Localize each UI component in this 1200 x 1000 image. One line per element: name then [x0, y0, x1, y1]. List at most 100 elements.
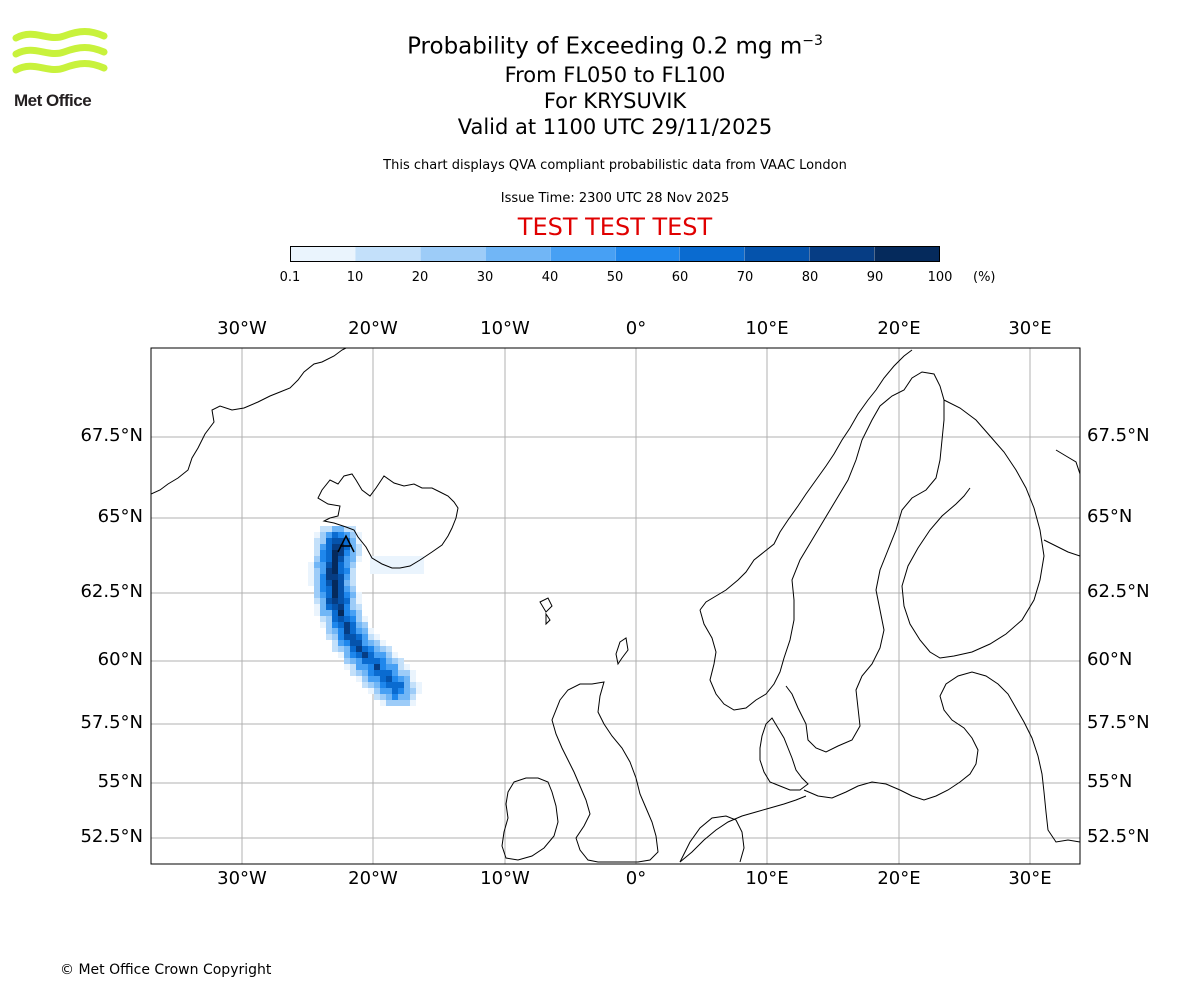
plume-cell	[374, 652, 380, 658]
plume-cell	[314, 604, 320, 610]
plume-cell	[410, 676, 416, 682]
title-line-2: From FL050 to FL100	[504, 62, 726, 87]
plume-cell	[314, 580, 320, 586]
plume-cell	[404, 664, 410, 670]
coastline-europe	[679, 671, 1080, 863]
plume-cell	[326, 544, 332, 550]
plume-cell	[308, 568, 314, 574]
plume-cell	[320, 586, 326, 592]
lat-label-left: 60°N	[97, 649, 143, 670]
lon-label-top: 20°W	[348, 318, 398, 339]
plume-cell	[350, 580, 356, 586]
coastlines	[151, 348, 1080, 863]
plume-cell	[344, 640, 350, 646]
plume-cell	[392, 652, 398, 658]
colorbar-tick-label: 20	[411, 270, 429, 285]
plume-cell	[344, 604, 350, 610]
plume-cell	[314, 550, 320, 556]
plume-cell	[386, 658, 392, 664]
plume-cell	[308, 574, 314, 580]
plume-cell	[344, 628, 350, 634]
plume-cell	[388, 562, 394, 568]
plume-cell	[356, 676, 362, 682]
plume-cell	[326, 628, 332, 634]
plume-cell	[332, 610, 338, 616]
plume-cell	[392, 688, 398, 694]
plume-cell	[350, 646, 356, 652]
plume-cell	[392, 682, 398, 688]
lat-label-left: 57.5°N	[80, 712, 143, 733]
plume-cell	[362, 628, 368, 634]
plume-cell	[380, 670, 386, 676]
plume-cell	[338, 604, 344, 610]
plume-cell	[326, 598, 332, 604]
plume-cell	[392, 664, 398, 670]
colorbar-segment	[679, 247, 745, 261]
plume-cell	[332, 604, 338, 610]
lat-label-left: 67.5°N	[80, 425, 143, 446]
plume-cell	[338, 622, 344, 628]
lat-label-left: 55°N	[97, 771, 143, 792]
lon-label-top: 10°E	[745, 318, 789, 339]
colorbar-tick-label: 10	[346, 270, 364, 285]
plume-cell	[410, 682, 416, 688]
plume-cell	[356, 610, 362, 616]
plume-cell	[332, 646, 338, 652]
plume-cell	[326, 622, 332, 628]
plume-cell	[314, 538, 320, 544]
plume-cell	[344, 586, 350, 592]
plume-cell	[338, 562, 344, 568]
plume-cell	[398, 688, 404, 694]
plume-cell	[386, 676, 392, 682]
plume-cell	[314, 574, 320, 580]
plume-cell	[418, 562, 424, 568]
plume-cell	[386, 688, 392, 694]
plume-cell	[320, 538, 326, 544]
plume-cell	[380, 658, 386, 664]
coastline-faroes	[539, 597, 553, 626]
lat-label-right: 67.5°N	[1087, 425, 1150, 446]
plume-cell	[314, 586, 320, 592]
plume-cell	[350, 586, 356, 592]
colorbar-tick-label: 40	[541, 270, 559, 285]
title-line-1: Probability of Exceeding 0.2 mg m−3	[407, 33, 823, 60]
plume-cell	[338, 526, 344, 532]
plume-cell	[320, 556, 326, 562]
colorbar-unit: (%)	[973, 270, 996, 285]
plume-cell	[374, 658, 380, 664]
plume-cell	[326, 592, 332, 598]
plume-cell	[356, 622, 362, 628]
plume-cell	[404, 682, 410, 688]
plume-cell	[350, 526, 356, 532]
plume-cell	[350, 550, 356, 556]
plume-cell	[356, 646, 362, 652]
plume-cell	[412, 568, 418, 574]
colorbar-segment	[484, 247, 550, 261]
plume-cell	[400, 568, 406, 574]
plume-cell	[362, 682, 368, 688]
plume-cell	[344, 532, 350, 538]
plume-cell	[332, 526, 338, 532]
plume-cell	[350, 556, 356, 562]
plume-cell	[350, 640, 356, 646]
plume-cell	[332, 562, 338, 568]
plume-cell	[326, 604, 332, 610]
plume-cell	[412, 556, 418, 562]
plume-cell	[308, 580, 314, 586]
plume-cell	[362, 658, 368, 664]
plume-cell	[410, 688, 416, 694]
plume-cell	[392, 658, 398, 664]
lat-label-right: 60°N	[1087, 649, 1133, 670]
plume-cell	[368, 646, 374, 652]
plume-cell	[398, 694, 404, 700]
plume-cell	[344, 574, 350, 580]
plume-cell	[374, 664, 380, 670]
colorbar-segment	[809, 247, 875, 261]
plume-cell	[314, 556, 320, 562]
plume-cell	[332, 598, 338, 604]
colorbar-tick-label: 70	[736, 270, 754, 285]
plume-cell	[404, 688, 410, 694]
plume-cell	[356, 616, 362, 622]
plume-cell	[344, 592, 350, 598]
plume-cell	[380, 700, 386, 706]
